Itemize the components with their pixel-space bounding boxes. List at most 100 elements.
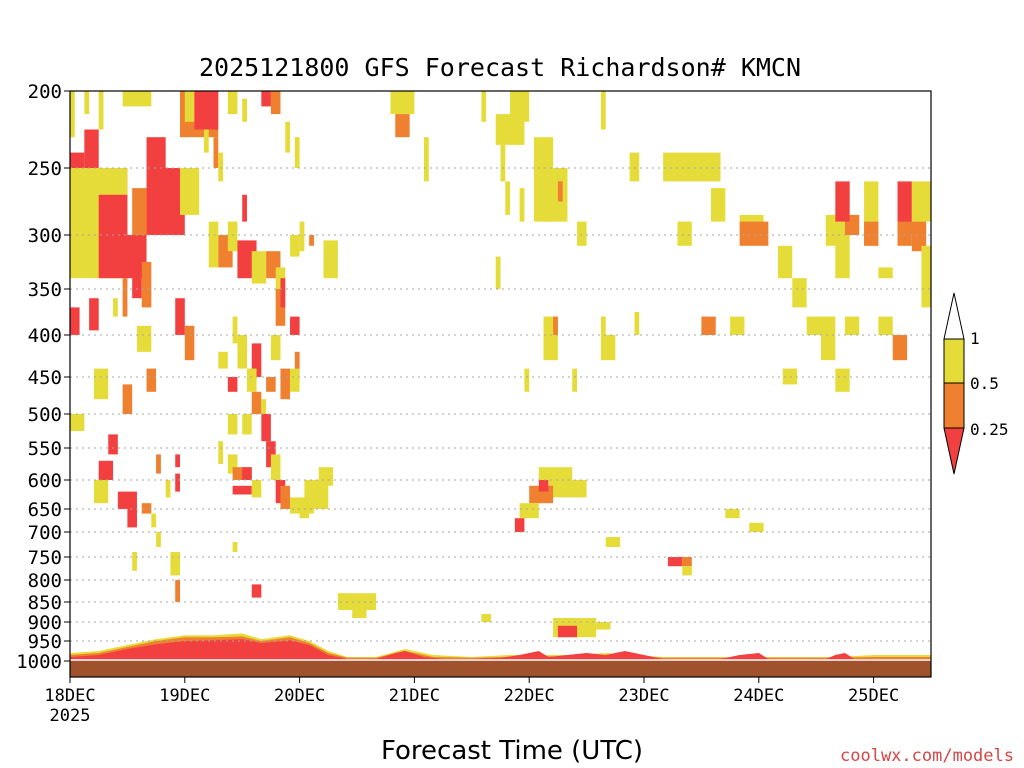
ri-cell: [194, 91, 219, 130]
ri-cell: [725, 509, 740, 519]
ri-cell: [514, 518, 525, 532]
ri-cell: [323, 240, 338, 279]
ri-cell: [290, 368, 300, 392]
x-tick-label: 19DEC: [159, 686, 210, 706]
ri-cell: [70, 414, 85, 431]
y-tick-label: 700: [28, 522, 62, 544]
ri-cell: [146, 368, 157, 392]
ri-cell: [165, 480, 171, 498]
y-tick-label: 800: [28, 570, 62, 592]
ri-cell: [777, 245, 793, 279]
ri-cell: [710, 188, 726, 222]
ri-cell: [749, 522, 764, 532]
ri-cell: [538, 467, 573, 480]
ri-cell: [261, 399, 267, 414]
y-tick-label: 300: [28, 225, 62, 247]
ri-cell: [251, 343, 262, 377]
y-tick-label: 400: [28, 325, 62, 347]
ri-cell: [127, 509, 137, 528]
ri-cell: [132, 188, 147, 235]
ri-cell: [84, 91, 90, 115]
ri-cell: [122, 278, 128, 317]
ri-cell: [524, 368, 530, 392]
ri-cell: [921, 245, 931, 308]
ri-cell: [290, 316, 300, 335]
ri-cell: [156, 454, 161, 474]
ri-cell: [227, 91, 238, 115]
legend-bin: [943, 382, 965, 429]
ri-cell: [261, 414, 271, 442]
ri-cell: [557, 625, 578, 638]
ri-cell: [98, 91, 104, 130]
ri-cell: [309, 235, 314, 246]
ri-cell: [548, 480, 587, 498]
ri-cell: [208, 221, 219, 268]
ri-cell: [122, 91, 152, 107]
ri-cell: [835, 181, 850, 222]
ri-cell: [911, 181, 931, 222]
ri-cell: [572, 368, 578, 392]
ri-cell: [318, 467, 334, 486]
ri-cell: [543, 168, 568, 222]
ri-cell: [280, 278, 286, 308]
ri-cell: [596, 622, 611, 630]
y-tick-label: 1000: [16, 651, 62, 673]
legend-bottom-arrow: [943, 427, 965, 475]
ri-cell: [663, 152, 721, 182]
ri-cell: [892, 335, 908, 361]
y-tick-label: 900: [28, 612, 62, 634]
ri-cell: [261, 91, 271, 107]
ri-cell: [299, 509, 310, 519]
ri-cell: [175, 473, 181, 492]
ri-cell: [270, 454, 281, 480]
ri-cell: [294, 137, 300, 168]
ri-cell: [180, 168, 200, 215]
ri-cell: [600, 316, 606, 335]
ri-cell: [237, 335, 247, 369]
y-tick-label: 250: [28, 158, 62, 180]
ri-cell: [251, 251, 267, 284]
y-tick-label: 350: [28, 279, 62, 301]
plot-frame: [69, 90, 932, 678]
ri-cell: [792, 278, 807, 308]
x-tick-label: 18DEC: [44, 686, 95, 706]
ri-cell: [132, 552, 137, 571]
ri-cell: [701, 316, 716, 335]
ri-cell: [251, 391, 262, 414]
legend-bin: [943, 338, 965, 384]
y-tick-label: 850: [28, 592, 62, 614]
ri-cell: [495, 256, 501, 289]
ri-cell: [897, 221, 912, 246]
ri-cell: [730, 316, 745, 335]
ri-cell: [577, 221, 587, 246]
ri-cell: [557, 181, 563, 202]
ri-cell: [175, 298, 185, 335]
ri-cell: [878, 316, 893, 335]
ri-cell: [242, 467, 252, 480]
x-tick-label: 25DEC: [848, 686, 899, 706]
chart-title: 2025121800 GFS Forecast Richardson# KMCN: [199, 53, 801, 82]
legend-label: 0.5: [970, 374, 999, 393]
ri-cell: [481, 91, 487, 122]
ri-cell: [227, 221, 238, 252]
ri-cell: [98, 194, 128, 279]
ri-cell: [600, 91, 606, 130]
ri-cell: [911, 221, 927, 252]
ri-cell: [538, 480, 549, 492]
ri-cell: [270, 335, 281, 361]
ri-cell: [782, 368, 798, 385]
ri-cell: [634, 312, 640, 335]
y-tick-label: 200: [28, 81, 62, 103]
ri-cell: [89, 298, 99, 331]
y-tick-label: 500: [28, 404, 62, 426]
ri-cell: [98, 460, 114, 480]
x-axis-label: Forecast Time (UTC): [381, 736, 643, 766]
ri-cell: [629, 152, 640, 182]
ri-cell: [266, 377, 276, 392]
ri-cell: [495, 114, 525, 145]
ri-cell: [864, 221, 879, 246]
ri-cell: [519, 503, 539, 519]
ri-cell: [218, 441, 224, 464]
ri-cell: [203, 129, 209, 153]
